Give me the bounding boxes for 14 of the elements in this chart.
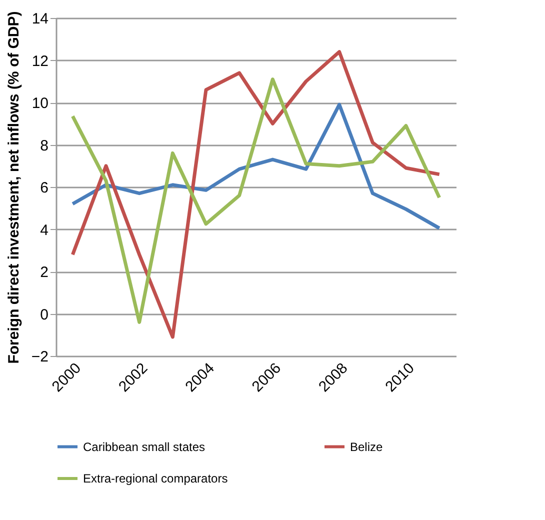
y-tick-label: 10: [32, 95, 48, 112]
y-tick-label: 6: [40, 180, 48, 196]
y-tick-label: 8: [40, 137, 48, 154]
line-series: [70, 102, 442, 230]
legend-label: Caribbean small states: [83, 440, 206, 454]
y-tick-label: 12: [32, 52, 48, 70]
legend-label: Extra-regional comparators: [83, 472, 228, 486]
y-tick-label: 4: [40, 222, 48, 239]
y-tick-label: 2: [40, 264, 48, 281]
legend-label: Belize: [350, 440, 384, 454]
y-tick-label: 0: [40, 306, 48, 324]
y-axis-title: Foreign direct investment, net inflows (% of GDP): [5, 11, 22, 364]
y-tick-label: −2: [31, 348, 48, 366]
y-tick-label: 14: [32, 10, 48, 28]
